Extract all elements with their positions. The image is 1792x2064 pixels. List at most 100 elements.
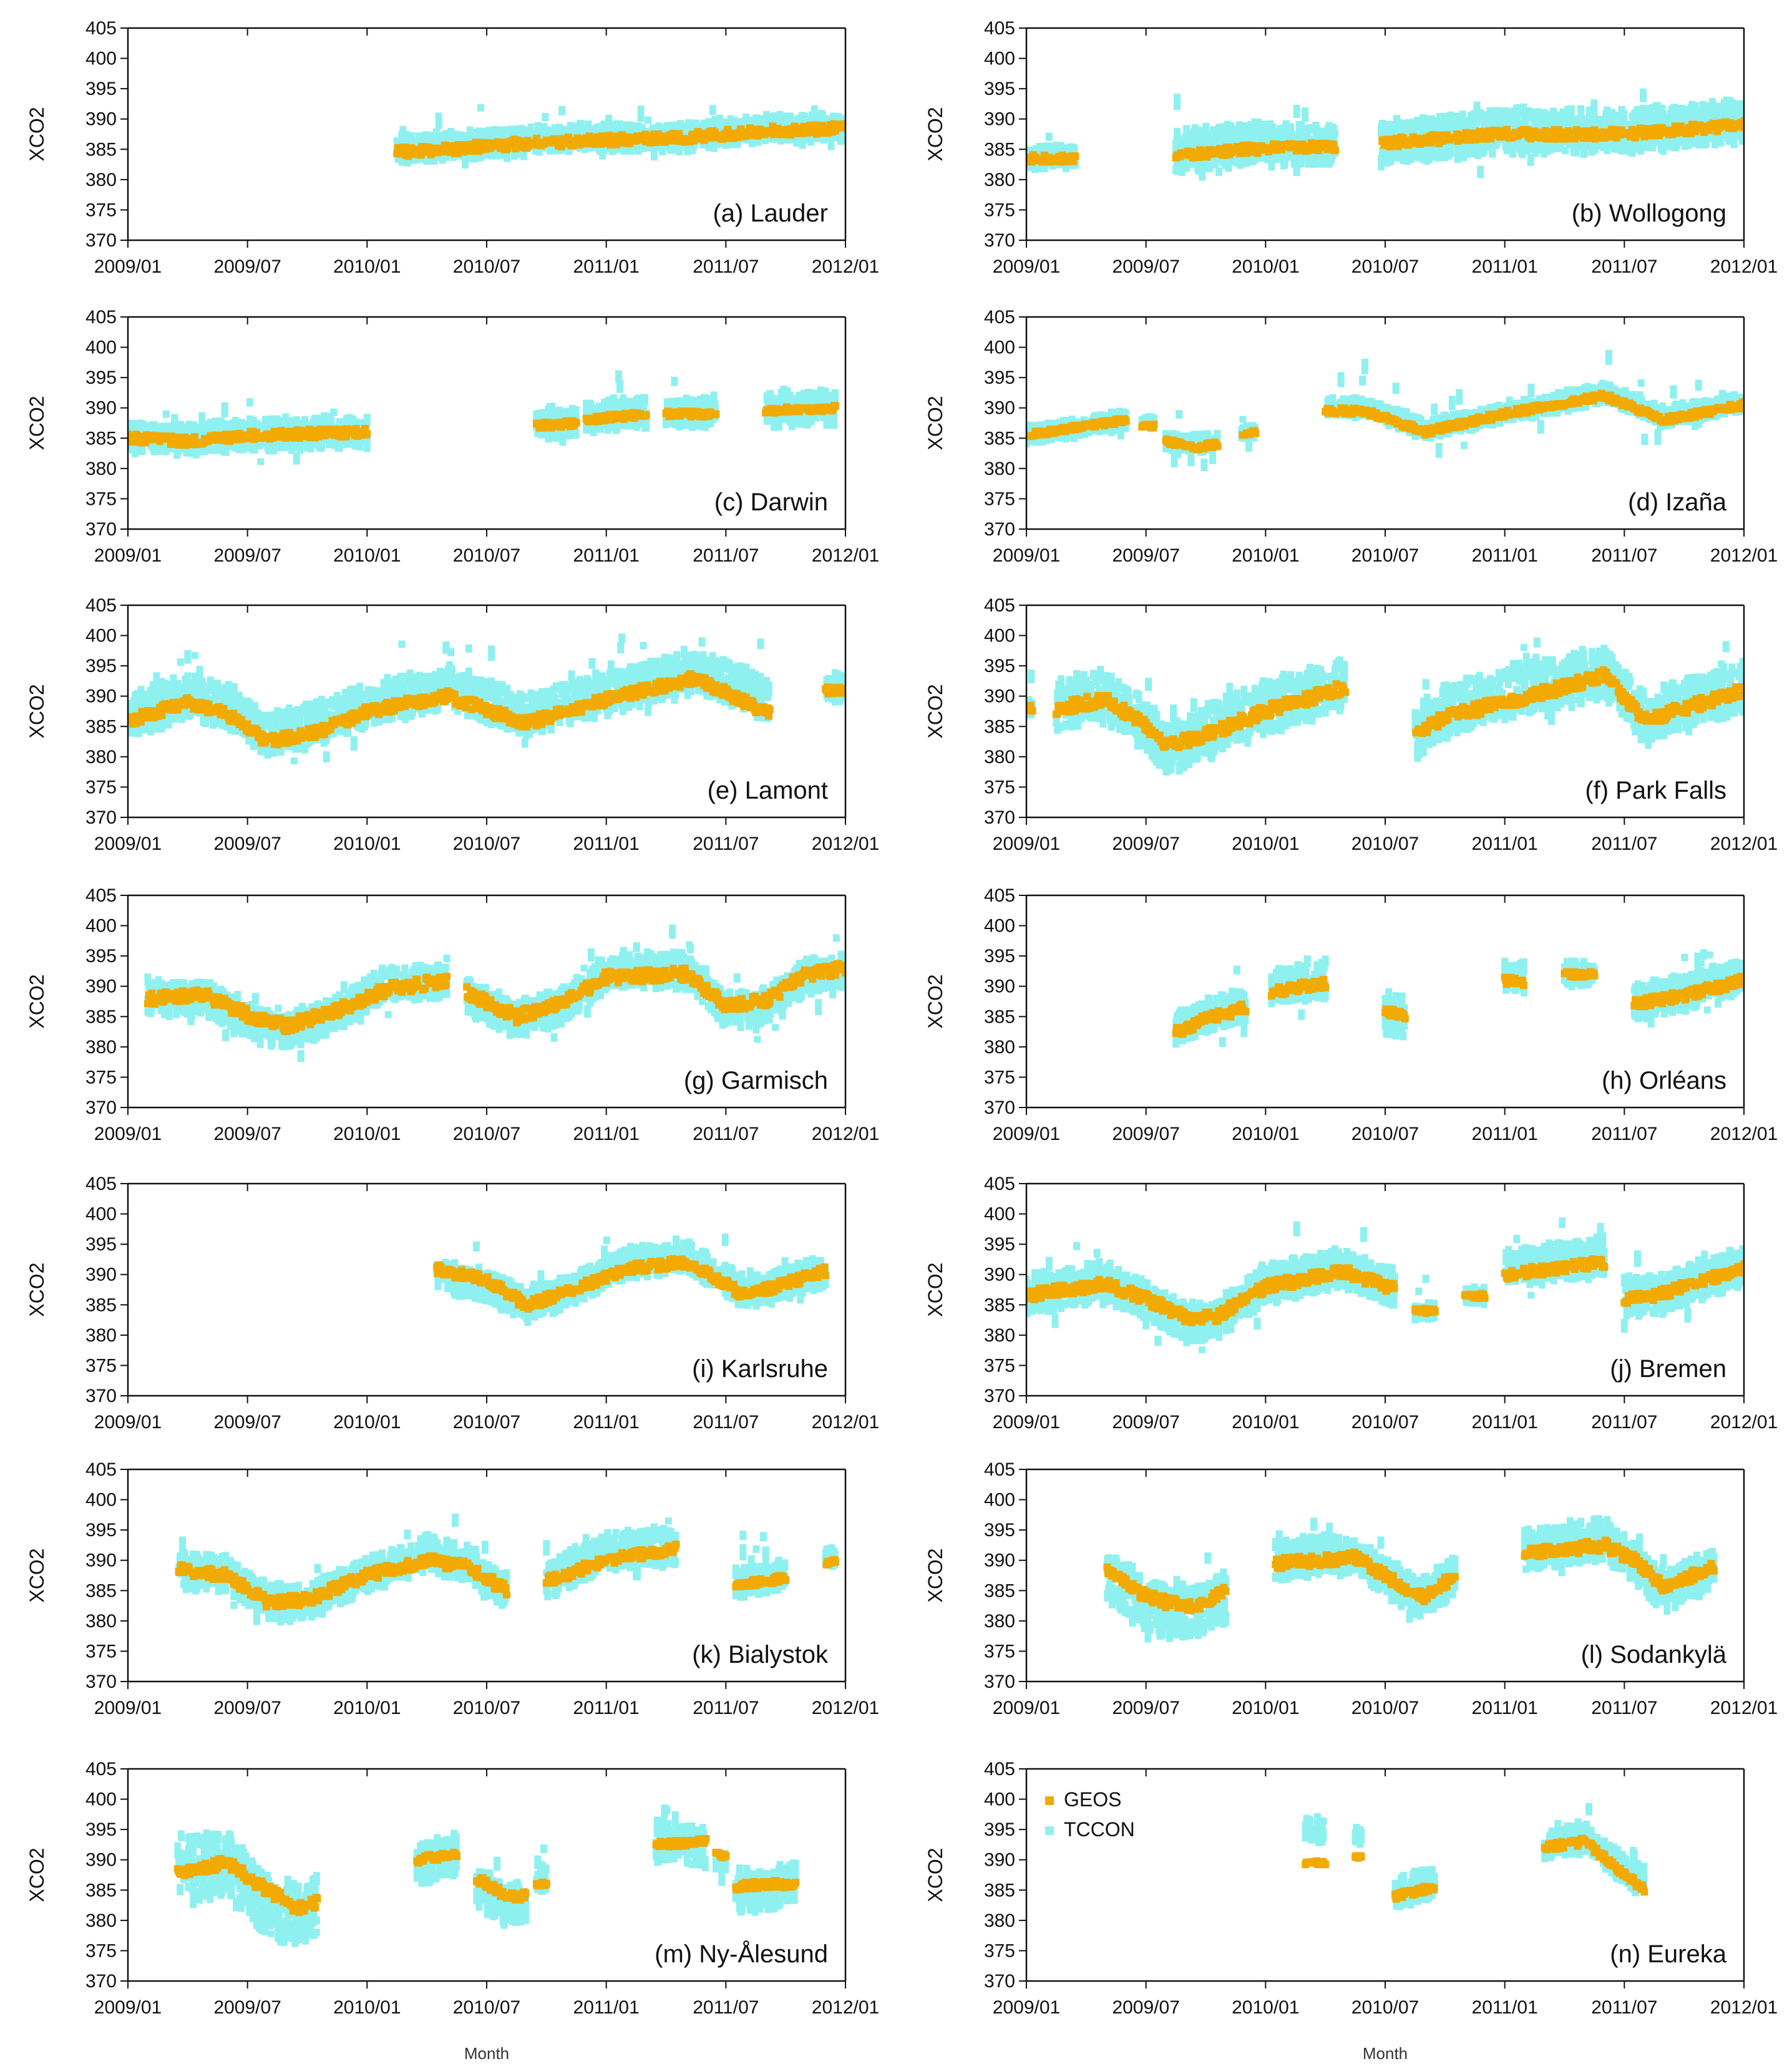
y-tick-label: 405 [85,307,117,328]
tccon-point [293,416,300,427]
y-tick-label: 390 [85,398,117,419]
geos-point [1332,147,1340,154]
y-tick-label: 400 [85,338,117,358]
scatter-points [129,370,839,465]
x-tick-label: 2009/01 [94,256,162,277]
tccon-point [1251,156,1259,164]
tccon-point [462,158,469,169]
tccon-point [1567,105,1575,121]
tccon-point [1293,105,1300,118]
geos-point [1071,152,1079,160]
x-tick-label: 2011/01 [573,256,640,277]
tccon-point [1424,119,1431,134]
tccon-point [1404,154,1411,165]
x-tick-label: 2012/01 [812,256,879,277]
tccon-point [811,105,818,114]
tccon-point [1275,129,1282,140]
tccon-point [1307,127,1315,134]
tccon-point [594,123,601,139]
tccon-point [731,117,738,128]
tccon-point [720,119,727,130]
tccon-point [331,433,339,448]
y-tick-label: 370 [85,519,117,540]
x-tick-label: 2010/07 [1351,256,1419,277]
tccon-point [139,439,146,455]
y-tick-label: 400 [984,49,1015,69]
tccon-point [1544,111,1551,126]
tccon-point [583,400,590,416]
tccon-point [1260,120,1268,132]
tccon-point [1532,143,1539,157]
tccon-point [1503,144,1511,155]
tccon-point [293,439,300,450]
tccon-point [1303,124,1311,138]
tccon-point [1650,138,1658,147]
tccon-point [429,132,437,143]
tccon-point [351,434,359,447]
tccon-point [520,145,527,160]
geos-point [1739,124,1743,132]
tccon-point [1504,140,1512,149]
tccon-point [1485,117,1493,134]
tccon-point [1419,148,1427,163]
tccon-point [1590,99,1598,111]
tccon-point [1045,132,1053,141]
tccon-point [535,144,543,156]
tccon-point [1332,129,1338,137]
tccon-point [311,441,318,449]
tccon-point [786,391,794,399]
tccon-point [1653,103,1661,119]
tccon-point [1195,160,1202,175]
tccon-point [504,153,511,162]
y-axis-label: XCO2 [26,107,48,161]
y-tick-label: 395 [85,368,117,388]
tccon-point [1580,141,1588,157]
x-tick-label: 2009/07 [213,256,281,277]
tccon-point [1620,110,1628,120]
tccon-point [257,458,265,465]
tccon-point [253,420,261,434]
tccon-point [1613,120,1620,130]
tccon-point [1738,100,1743,110]
tccon-point [222,441,230,456]
tccon-point [435,112,442,129]
tccon-point [559,439,567,446]
tccon-point [1547,141,1555,152]
tccon-point [1473,115,1481,127]
x-tick-label: 2010/01 [1232,256,1299,277]
tccon-point [1700,110,1708,125]
x-tick-label: 2009/01 [993,256,1060,277]
tccon-point [799,135,806,149]
tccon-point [393,137,401,150]
tccon-point [276,418,283,431]
tccon-point [581,144,588,153]
tccon-point [457,131,464,141]
tccon-point [203,445,210,454]
tccon-point [1526,110,1533,122]
tccon-point [422,131,429,145]
tccon-point [572,429,580,439]
tccon-point [1413,117,1421,132]
y-axis-label: XCO2 [26,396,48,450]
tccon-point [505,126,512,135]
tccon-point [713,139,720,148]
tccon-point [1649,144,1657,152]
tccon-point [1311,154,1318,168]
tccon-point [616,379,623,393]
tccon-point [641,394,649,406]
tccon-point [667,142,674,154]
panel-label-background [709,198,832,228]
geos-point [1740,117,1743,125]
tccon-point [1738,129,1743,145]
y-tick-label: 370 [984,230,1015,251]
tccon-point [1600,139,1607,152]
tccon-point [1174,135,1182,149]
panel-label-background [710,487,832,517]
tccon-point [774,396,781,405]
tccon-point [1227,158,1235,166]
tccon-point [615,370,622,383]
tccon-point [1528,138,1536,153]
tccon-point [1725,137,1733,145]
